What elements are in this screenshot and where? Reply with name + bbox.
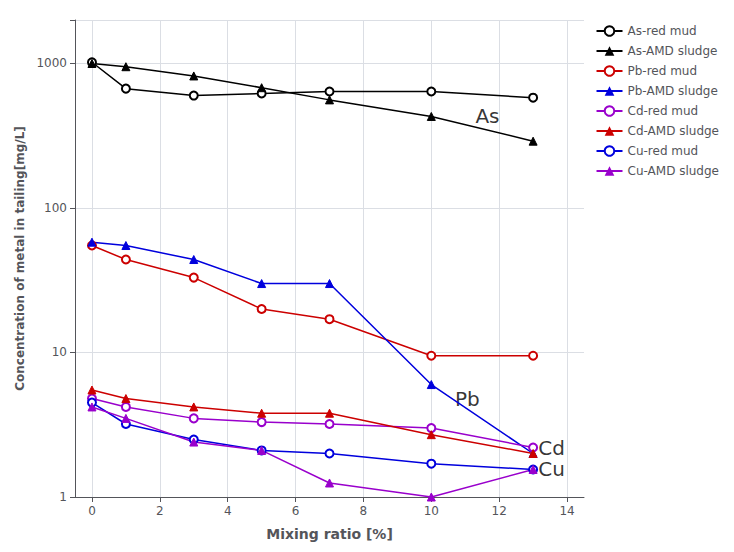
svg-text:As-AMD sludge: As-AMD sludge bbox=[628, 44, 718, 58]
svg-text:10: 10 bbox=[424, 504, 439, 518]
svg-text:As: As bbox=[475, 104, 499, 128]
svg-text:0: 0 bbox=[88, 504, 96, 518]
svg-text:12: 12 bbox=[492, 504, 507, 518]
svg-text:Cu: Cu bbox=[538, 457, 565, 481]
svg-text:Cd: Cd bbox=[538, 436, 565, 460]
svg-text:6: 6 bbox=[292, 504, 300, 518]
svg-text:Pb-AMD sludge: Pb-AMD sludge bbox=[628, 84, 718, 98]
svg-text:Cu-AMD sludge: Cu-AMD sludge bbox=[628, 164, 719, 178]
svg-text:Pb: Pb bbox=[455, 387, 480, 411]
svg-text:Mixing ratio [%]: Mixing ratio [%] bbox=[266, 526, 393, 542]
svg-text:As-red mud: As-red mud bbox=[628, 24, 697, 38]
svg-text:2: 2 bbox=[156, 504, 164, 518]
svg-text:Cd-AMD sludge: Cd-AMD sludge bbox=[628, 124, 720, 138]
svg-text:14: 14 bbox=[559, 504, 574, 518]
svg-text:Cu-red mud: Cu-red mud bbox=[628, 144, 699, 158]
svg-text:10: 10 bbox=[52, 345, 67, 359]
svg-text:100: 100 bbox=[44, 201, 67, 215]
svg-text:4: 4 bbox=[224, 504, 232, 518]
svg-text:Cd-red mud: Cd-red mud bbox=[628, 104, 699, 118]
svg-text:Concentration of metal in tail: Concentration of metal in tailing[mg/L] bbox=[13, 126, 27, 391]
svg-text:1000: 1000 bbox=[36, 56, 67, 70]
svg-text:8: 8 bbox=[360, 504, 368, 518]
svg-text:1: 1 bbox=[59, 490, 67, 504]
svg-text:Pb-red mud: Pb-red mud bbox=[628, 64, 698, 78]
